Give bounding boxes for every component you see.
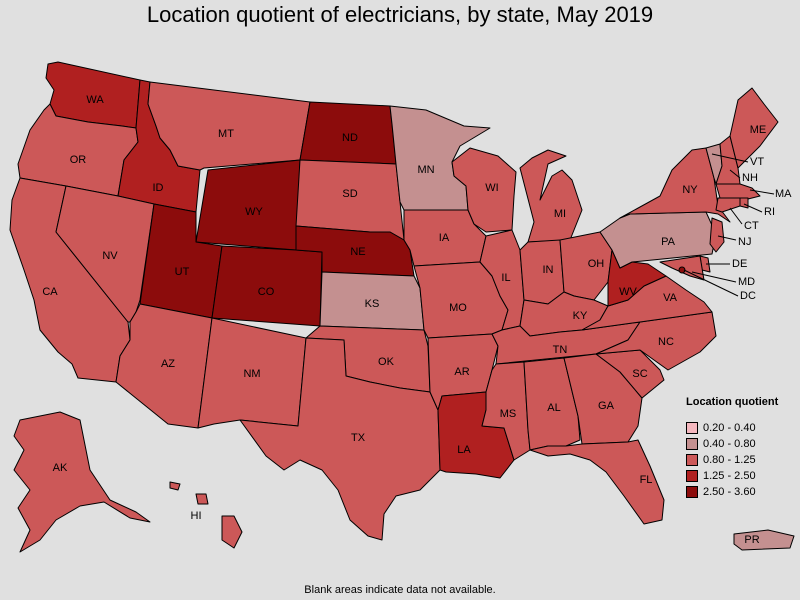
legend-range-label: 0.40 - 0.80 <box>703 438 756 450</box>
leader-line-nh <box>729 169 741 179</box>
state-label-ca: CA <box>42 286 58 298</box>
state-nj[interactable] <box>709 217 725 253</box>
state-label-mt: MT <box>218 128 234 140</box>
state-ri[interactable] <box>739 197 749 209</box>
state-label-wy: WY <box>245 206 263 218</box>
map-title: Location quotient of electricians, by st… <box>146 2 654 27</box>
leader-line-ct <box>729 207 743 225</box>
legend-swatch <box>686 422 698 434</box>
state-label-co: CO <box>258 286 275 298</box>
leader-line-vt <box>711 153 749 163</box>
state-label-tn: TN <box>553 344 568 356</box>
state-label-ks: KS <box>365 298 380 310</box>
state-label-ok: OK <box>378 356 395 368</box>
state-label-ky: KY <box>573 310 588 322</box>
state-label-mo: MO <box>449 302 467 314</box>
legend-swatch <box>686 454 698 466</box>
state-label-ne: NE <box>350 246 365 258</box>
legend-range-label: 2.50 - 3.60 <box>703 486 756 498</box>
state-label-me: ME <box>750 124 767 136</box>
state-label-ma: MA <box>775 188 792 200</box>
legend-range-label: 0.80 - 1.25 <box>703 454 756 466</box>
state-label-dc: DC <box>740 290 756 302</box>
state-ct[interactable] <box>715 197 741 213</box>
leader-line-dc <box>683 269 739 297</box>
legend-range-label: 1.25 - 2.50 <box>703 470 756 482</box>
leader-line-ri <box>743 203 763 213</box>
state-label-ri: RI <box>764 206 775 218</box>
state-pa[interactable] <box>599 211 717 269</box>
state-label-tx: TX <box>351 432 366 444</box>
state-label-oh: OH <box>588 258 605 270</box>
state-tx[interactable] <box>239 337 441 541</box>
state-ms[interactable] <box>481 361 531 461</box>
state-label-mi: MI <box>554 208 566 220</box>
state-hi[interactable] <box>169 481 243 549</box>
state-label-il: IL <box>501 272 510 284</box>
state-label-or: OR <box>70 154 87 166</box>
leader-line-nj <box>717 235 737 241</box>
state-label-hi: HI <box>191 510 202 522</box>
legend-item: 0.80 - 1.25 <box>686 452 798 468</box>
state-label-sd: SD <box>342 188 357 200</box>
state-mi[interactable] <box>519 149 583 243</box>
state-label-fl: FL <box>640 474 653 486</box>
state-label-de: DE <box>732 258 747 270</box>
state-label-ct: CT <box>744 220 759 232</box>
legend-item: 0.40 - 0.80 <box>686 436 798 452</box>
state-label-nc: NC <box>658 336 674 348</box>
state-label-pa: PA <box>661 236 676 248</box>
state-label-id: ID <box>153 182 164 194</box>
state-label-pr: PR <box>744 534 759 546</box>
leader-line-md <box>691 271 737 283</box>
legend-item: 2.50 - 3.60 <box>686 484 798 500</box>
state-label-wa: WA <box>86 94 104 106</box>
state-label-nm: NM <box>243 368 260 380</box>
state-pr[interactable] <box>733 529 795 551</box>
state-label-wv: WV <box>619 286 637 298</box>
state-label-wi: WI <box>485 182 498 194</box>
state-label-ar: AR <box>454 366 469 378</box>
legend: Location quotient 0.20 - 0.40 0.40 - 0.80… <box>686 396 798 500</box>
state-label-nj: NJ <box>738 236 751 248</box>
state-label-mn: MN <box>417 164 434 176</box>
state-ak[interactable] <box>13 411 151 553</box>
state-me[interactable] <box>729 87 779 169</box>
state-label-ny: NY <box>682 184 698 196</box>
state-label-sc: SC <box>632 368 647 380</box>
legend-range-label: 0.20 - 0.40 <box>703 422 756 434</box>
state-label-ga: GA <box>598 400 615 412</box>
leader-line-ma <box>749 189 775 195</box>
legend-swatch <box>686 486 698 498</box>
state-label-nh: NH <box>742 172 758 184</box>
state-label-ut: UT <box>175 266 190 278</box>
state-label-ak: AK <box>53 462 68 474</box>
legend-item: 1.25 - 2.50 <box>686 468 798 484</box>
legend-swatch <box>686 470 698 482</box>
state-label-ia: IA <box>439 232 450 244</box>
legend-swatch <box>686 438 698 450</box>
state-ny[interactable] <box>619 147 731 223</box>
state-label-va: VA <box>663 292 678 304</box>
legend-item: 0.20 - 0.40 <box>686 420 798 436</box>
state-label-ms: MS <box>500 408 517 420</box>
state-label-az: AZ <box>161 358 175 370</box>
state-label-al: AL <box>547 402 560 414</box>
state-wi[interactable] <box>451 147 517 233</box>
state-label-vt: VT <box>750 156 764 168</box>
state-fl[interactable] <box>529 439 665 525</box>
state-label-nd: ND <box>342 132 358 144</box>
state-label-la: LA <box>457 444 471 456</box>
footnote: Blank areas indicate data not available. <box>304 584 496 596</box>
state-label-md: MD <box>738 276 755 288</box>
legend-title: Location quotient <box>686 396 779 408</box>
state-ne[interactable] <box>295 225 415 277</box>
state-label-nv: NV <box>102 250 118 262</box>
state-label-in: IN <box>543 264 554 276</box>
